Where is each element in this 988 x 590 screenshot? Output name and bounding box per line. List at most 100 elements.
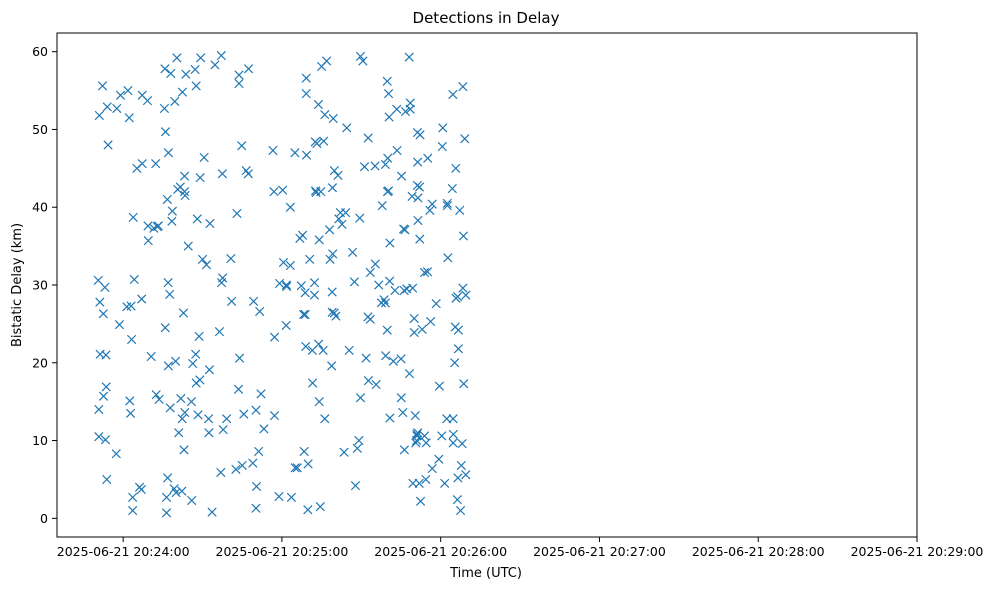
data-point <box>419 267 430 278</box>
data-point <box>455 205 465 215</box>
data-point <box>151 390 161 400</box>
data-point <box>190 64 200 75</box>
data-point <box>399 445 410 455</box>
data-point <box>305 254 315 264</box>
data-point <box>331 311 341 321</box>
data-point <box>370 161 380 171</box>
data-point <box>385 238 395 248</box>
data-point <box>379 295 389 305</box>
data-point <box>111 449 121 459</box>
data-point <box>392 104 402 114</box>
data-point <box>255 306 265 317</box>
data-point <box>398 407 408 418</box>
data-point <box>204 414 214 424</box>
data-point <box>114 320 125 330</box>
data-point <box>320 414 330 424</box>
data-point <box>153 221 163 231</box>
x-axis: 2025-06-21 20:24:00 2025-06-21 20:25:00 20… <box>57 537 984 559</box>
data-point <box>307 378 318 388</box>
data-point <box>187 495 197 506</box>
data-point <box>339 447 349 457</box>
data-point <box>191 349 201 359</box>
data-point <box>234 70 244 80</box>
data-point <box>301 150 312 160</box>
data-point <box>180 190 190 201</box>
data-point <box>358 56 368 66</box>
data-point <box>329 308 339 318</box>
data-point <box>352 443 362 453</box>
data-point <box>319 136 329 146</box>
data-point <box>425 205 435 215</box>
data-point <box>177 486 187 496</box>
data-point <box>256 389 266 399</box>
data-point <box>407 191 417 201</box>
data-point <box>459 379 469 389</box>
data-point <box>458 283 468 293</box>
data-point <box>383 186 394 196</box>
data-point <box>274 491 284 502</box>
data-point <box>415 496 426 506</box>
data-point <box>427 199 437 209</box>
x-tick-label: 2025-06-21 20:24:00 <box>57 544 190 559</box>
data-point <box>251 481 262 492</box>
data-point <box>166 68 176 79</box>
data-point <box>301 73 311 83</box>
y-tick-label: 10 <box>32 433 48 448</box>
data-point <box>125 396 135 406</box>
data-point <box>201 260 212 270</box>
data-point <box>143 236 153 246</box>
data-point <box>112 103 122 114</box>
data-point <box>205 218 215 229</box>
data-point <box>365 314 375 324</box>
data-point <box>290 148 300 158</box>
data-point <box>100 435 111 445</box>
data-point <box>180 407 190 418</box>
data-point <box>374 280 384 290</box>
data-point <box>103 140 113 150</box>
data-point <box>251 405 261 415</box>
data-point <box>355 213 365 223</box>
data-point <box>413 157 423 167</box>
x-tick-label: 2025-06-21 20:27:00 <box>533 544 666 559</box>
data-point <box>237 141 247 151</box>
data-point <box>413 215 423 226</box>
data-point <box>115 90 126 100</box>
data-point <box>385 413 395 423</box>
data-point <box>124 113 134 123</box>
data-point <box>123 85 133 96</box>
data-point <box>458 82 468 92</box>
data-point <box>354 435 364 446</box>
data-point <box>232 208 242 219</box>
data-point <box>199 152 209 163</box>
data-point <box>195 173 205 183</box>
data-point <box>128 505 138 516</box>
y-tick-label: 30 <box>32 278 48 293</box>
data-point <box>251 503 261 513</box>
data-point <box>296 281 306 291</box>
data-point <box>281 280 292 290</box>
data-point <box>204 428 214 438</box>
data-point <box>314 339 324 349</box>
data-point <box>254 446 264 457</box>
data-point <box>318 345 328 355</box>
data-point <box>274 278 285 289</box>
data-point <box>207 507 217 517</box>
data-point <box>234 353 245 363</box>
data-point <box>160 127 171 137</box>
data-point <box>278 185 288 195</box>
data-point <box>415 234 425 244</box>
data-point <box>278 257 289 268</box>
data-point <box>417 324 427 334</box>
x-axis-label: Time (UTC) <box>449 566 522 581</box>
data-point <box>94 432 104 442</box>
data-point <box>243 169 253 179</box>
data-point <box>160 323 170 333</box>
data-point <box>427 463 437 474</box>
data-point <box>396 171 407 181</box>
data-point <box>221 414 232 424</box>
data-point <box>269 411 280 421</box>
data-point <box>314 235 324 245</box>
x-tick-label: 2025-06-21 20:29:00 <box>851 544 984 559</box>
data-point <box>347 247 358 257</box>
data-point <box>162 194 172 205</box>
